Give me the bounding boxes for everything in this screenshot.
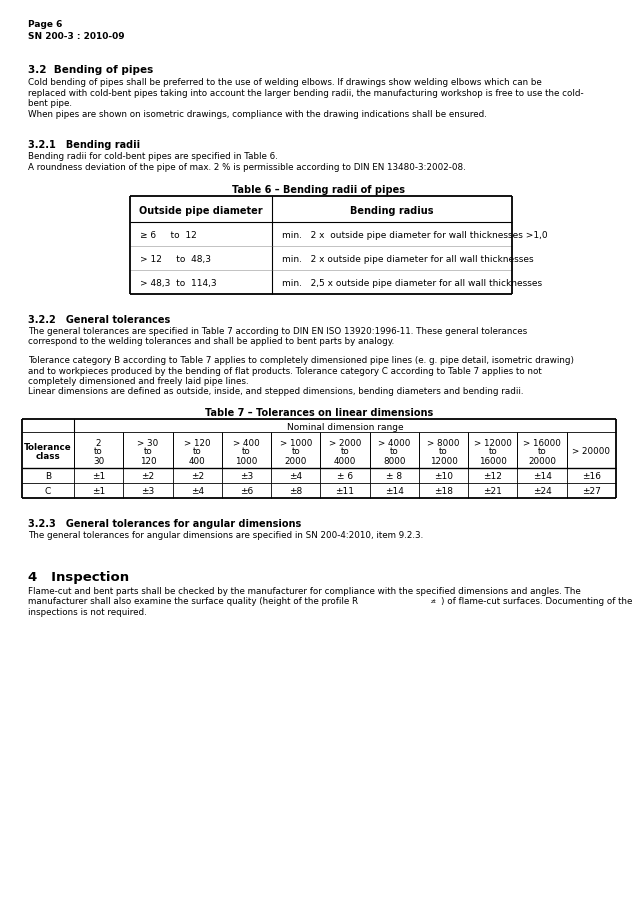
Text: 400: 400 [189,456,205,465]
Text: manufacturer shall also examine the surface quality (height of the profile R: manufacturer shall also examine the surf… [28,597,358,606]
Text: 30: 30 [93,456,104,465]
Text: 12000: 12000 [429,456,457,465]
Text: > 48,3  to  114,3: > 48,3 to 114,3 [140,279,217,288]
Text: > 12     to  48,3: > 12 to 48,3 [140,254,211,263]
Text: to: to [341,447,350,456]
Text: to: to [439,447,448,456]
Text: inspections is not required.: inspections is not required. [28,607,147,616]
Text: 3.2.2   General tolerances: 3.2.2 General tolerances [28,315,170,325]
Text: ±6: ±6 [240,486,253,495]
Text: > 4000: > 4000 [378,438,410,447]
Text: ±3: ±3 [240,472,253,481]
Text: > 2000: > 2000 [329,438,361,447]
Text: Bending radius: Bending radius [350,206,434,216]
Text: 8000: 8000 [383,456,406,465]
Text: > 400: > 400 [233,438,260,447]
Text: > 16000: > 16000 [523,438,561,447]
Text: C: C [45,486,51,495]
Text: ) of flame-cut surfaces. Documenting of the: ) of flame-cut surfaces. Documenting of … [441,597,632,606]
Text: > 8000: > 8000 [427,438,460,447]
Text: and to workpieces produced by the bending of flat products. Tolerance category C: and to workpieces produced by the bendin… [28,366,542,375]
Text: 2000: 2000 [285,456,307,465]
Text: class: class [36,452,61,461]
Text: ± 8: ± 8 [386,472,403,481]
Text: ±1: ±1 [92,486,105,495]
Text: 1000: 1000 [235,456,258,465]
Text: Nominal dimension range: Nominal dimension range [286,422,403,431]
Text: bent pipe.: bent pipe. [28,99,72,108]
Text: to: to [390,447,399,456]
Text: ±18: ±18 [434,486,453,495]
Text: 4000: 4000 [334,456,356,465]
Text: min.   2 x outside pipe diameter for all wall thicknesses: min. 2 x outside pipe diameter for all w… [282,254,533,263]
Text: ±1: ±1 [92,472,105,481]
Text: to: to [94,447,103,456]
Text: ±12: ±12 [484,472,502,481]
Text: ±24: ±24 [533,486,551,495]
Text: The general tolerances are specified in Table 7 according to DIN EN ISO 13920:19: The general tolerances are specified in … [28,327,527,336]
Text: to: to [193,447,202,456]
Text: > 1000: > 1000 [279,438,312,447]
Text: zt: zt [431,598,437,603]
Text: 4   Inspection: 4 Inspection [28,570,129,584]
Text: ±4: ±4 [289,472,302,481]
Text: Bending radii for cold-bent pipes are specified in Table 6.: Bending radii for cold-bent pipes are sp… [28,152,278,161]
Text: ±4: ±4 [191,486,204,495]
Text: 2: 2 [96,438,101,447]
Text: Flame-cut and bent parts shall be checked by the manufacturer for compliance wit: Flame-cut and bent parts shall be checke… [28,586,581,595]
Text: replaced with cold-bent pipes taking into account the larger bending radii, the : replaced with cold-bent pipes taking int… [28,88,584,97]
Text: ±21: ±21 [484,486,502,495]
Text: 16000: 16000 [479,456,507,465]
Text: min.   2 x  outside pipe diameter for wall thicknesses >1,0: min. 2 x outside pipe diameter for wall … [282,231,547,240]
Text: > 12000: > 12000 [474,438,512,447]
Text: ±2: ±2 [142,472,154,481]
Text: ±14: ±14 [533,472,551,481]
Text: Page 6: Page 6 [28,20,63,29]
Text: SN 200-3 : 2010-09: SN 200-3 : 2010-09 [28,32,124,41]
Text: > 30: > 30 [137,438,158,447]
Text: ±8: ±8 [289,486,302,495]
Text: Table 6 – Bending radii of pipes: Table 6 – Bending radii of pipes [232,185,406,195]
Text: ±16: ±16 [582,472,601,481]
Text: to: to [538,447,547,456]
Text: The general tolerances for angular dimensions are specified in SN 200-4:2010, it: The general tolerances for angular dimen… [28,530,423,539]
Text: ±3: ±3 [141,486,154,495]
Text: B: B [45,472,51,481]
Text: When pipes are shown on isometric drawings, compliance with the drawing indicati: When pipes are shown on isometric drawin… [28,109,487,118]
Text: ±2: ±2 [191,472,204,481]
Text: ±14: ±14 [385,486,404,495]
Text: ±27: ±27 [582,486,601,495]
Text: ±11: ±11 [336,486,355,495]
Text: to: to [144,447,152,456]
Text: correspond to the welding tolerances and shall be applied to bent parts by analo: correspond to the welding tolerances and… [28,337,394,346]
Text: Table 7 – Tolerances on linear dimensions: Table 7 – Tolerances on linear dimension… [205,408,433,418]
Text: Linear dimensions are defined as outside, inside, and stepped dimensions, bendin: Linear dimensions are defined as outside… [28,387,524,396]
Text: Cold bending of pipes shall be preferred to the use of welding elbows. If drawin: Cold bending of pipes shall be preferred… [28,78,542,87]
Text: 120: 120 [140,456,156,465]
Text: > 20000: > 20000 [572,447,611,456]
Text: to: to [292,447,300,456]
Text: to: to [242,447,251,456]
Text: ±10: ±10 [434,472,453,481]
Text: to: to [489,447,497,456]
Text: 3.2  Bending of pipes: 3.2 Bending of pipes [28,65,153,75]
Text: Outside pipe diameter: Outside pipe diameter [139,206,263,216]
Text: Tolerance category B according to Table 7 applies to completely dimensioned pipe: Tolerance category B according to Table … [28,355,574,364]
Text: 3.2.1   Bending radii: 3.2.1 Bending radii [28,140,140,150]
Text: > 120: > 120 [184,438,211,447]
Text: Tolerance: Tolerance [24,443,72,452]
Text: completely dimensioned and freely laid pipe lines.: completely dimensioned and freely laid p… [28,376,249,385]
Text: A roundness deviation of the pipe of max. 2 % is permissible according to DIN EN: A roundness deviation of the pipe of max… [28,162,466,171]
Text: ± 6: ± 6 [337,472,353,481]
Text: ≥ 6     to  12: ≥ 6 to 12 [140,231,197,240]
Text: 20000: 20000 [528,456,556,465]
Text: min.   2,5 x outside pipe diameter for all wall thicknesses: min. 2,5 x outside pipe diameter for all… [282,279,542,288]
Text: 3.2.3   General tolerances for angular dimensions: 3.2.3 General tolerances for angular dim… [28,519,301,529]
